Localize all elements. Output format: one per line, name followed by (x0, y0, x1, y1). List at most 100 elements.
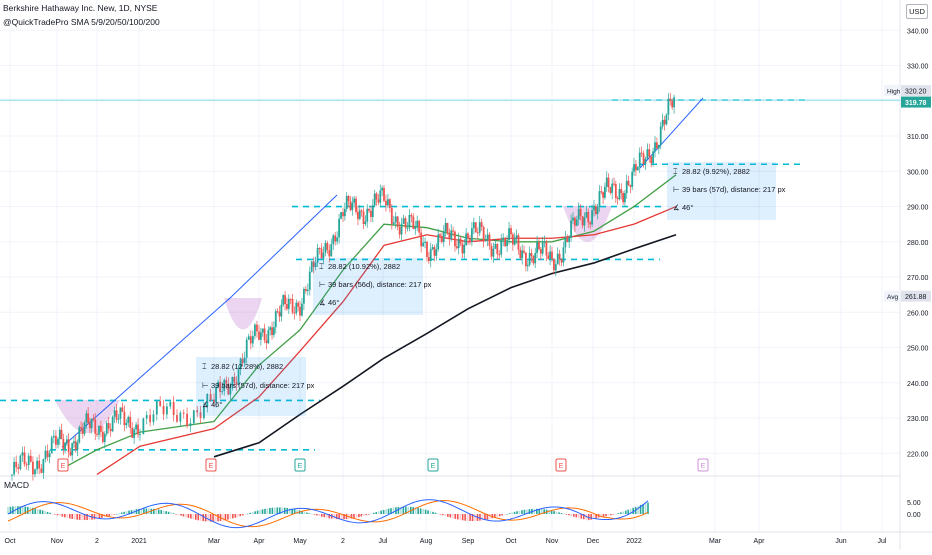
candle-body (600, 191, 603, 193)
macd-histogram-bar (73, 514, 76, 520)
candle-body (105, 423, 108, 434)
candle-body (441, 235, 443, 242)
macd-histogram-bar (471, 514, 474, 522)
price-tag-badge-label: High (887, 89, 901, 96)
candle-body (133, 429, 136, 438)
candle-body (137, 424, 139, 435)
candle-body (422, 242, 424, 247)
candle-body (388, 199, 391, 209)
candle-body (640, 152, 643, 154)
candle-body (661, 119, 664, 127)
candle-body (521, 250, 524, 259)
candle-body (444, 223, 447, 232)
measure-box[interactable]: ⌶ 28.82 (10.92%), 2882 ⊢ 39 bars (56d), di… (313, 258, 431, 315)
earnings-marker[interactable] (57, 458, 69, 472)
angle-icon: ∡ (673, 203, 680, 212)
macd-histogram-bar (432, 511, 434, 514)
macd-histogram-bar (424, 509, 427, 514)
candle-body (119, 407, 122, 419)
macd-tick-label: 0.00 (907, 512, 921, 519)
candle-body (494, 244, 497, 249)
candle-body (392, 222, 395, 224)
earnings-marker[interactable] (697, 458, 709, 472)
candle-body (358, 210, 361, 219)
macd-histogram-bar (521, 510, 523, 514)
candle-body (107, 423, 110, 429)
candle-body (273, 327, 275, 335)
macd-histogram-bar (261, 509, 264, 514)
macd-histogram-bar (286, 507, 289, 514)
candle-body (297, 302, 300, 307)
candle-body (627, 180, 630, 186)
time-tick-label: Mar (709, 538, 722, 545)
candle-body (435, 249, 438, 256)
candle-body (38, 460, 41, 469)
macd-histogram-bar (83, 514, 86, 521)
macd-histogram-bar (170, 512, 172, 514)
earnings-marker[interactable] (205, 458, 217, 472)
candle-body (71, 443, 74, 456)
candle-body (349, 201, 352, 211)
macd-histogram-bar (160, 510, 163, 514)
macd-histogram-bar (165, 511, 167, 514)
macd-histogram-bar (44, 511, 46, 514)
candle-body (219, 381, 222, 393)
candle-body (657, 144, 660, 149)
candle-body (269, 327, 272, 331)
candle-body (215, 387, 217, 403)
candle-body (131, 427, 134, 438)
macd-histogram-bar (558, 512, 560, 514)
candle-body (534, 252, 537, 264)
macd-histogram-bar (568, 514, 570, 516)
earnings-marker[interactable] (294, 458, 306, 472)
macd-histogram-bar (526, 509, 528, 514)
candle-body (259, 332, 262, 340)
macd-histogram-bar (232, 514, 234, 519)
macd-histogram-bar (222, 514, 224, 521)
earnings-marker[interactable] (427, 458, 439, 472)
measure-box[interactable]: ⌶ 28.82 (9.92%), 2882 ⊢ 39 bars (57d), dis… (667, 162, 785, 220)
candle-body (199, 412, 202, 419)
measure-range: 28.82 (10.92%), 2882 (328, 262, 401, 271)
macd-histogram-bar (629, 508, 632, 514)
macd-histogram-bar (323, 514, 326, 518)
trend-line[interactable] (227, 194, 338, 301)
macd-histogram-bar (190, 514, 192, 519)
price-tag (901, 290, 931, 302)
macd-histogram-bar (194, 514, 197, 520)
candle-body (249, 336, 252, 344)
macd-histogram-bar (553, 511, 555, 514)
macd-histogram-bar (239, 514, 242, 517)
macd-histogram-bar (51, 513, 54, 515)
candle-body (223, 379, 226, 392)
measure-box[interactable]: ⌶ 28.82 (12.28%), 2882 ⊢ 39 bars (57d), di… (196, 357, 314, 416)
candle-body (472, 222, 475, 229)
earnings-marker[interactable] (555, 458, 567, 472)
candle-body (398, 226, 401, 235)
candle-body (111, 416, 114, 432)
candle-body (243, 357, 246, 364)
macd-histogram-bar (392, 507, 395, 514)
macd-histogram-bar (41, 510, 44, 514)
macd-histogram-bar (620, 512, 622, 514)
candle-body (613, 183, 615, 185)
trend-line[interactable] (639, 97, 704, 169)
earnings-marker-label: E (61, 463, 66, 470)
candle-body (611, 183, 614, 193)
moving-average-line (213, 233, 677, 458)
price-tag-value: 320.20 (905, 89, 927, 96)
currency-button[interactable]: USD (906, 4, 928, 19)
macd-histogram-bar (422, 508, 424, 514)
candle-body (225, 379, 228, 384)
candle-body (241, 358, 244, 364)
candle-body (394, 216, 397, 223)
price-tick-label: 280.00 (907, 240, 929, 247)
macd-histogram-bar (291, 508, 293, 514)
candle-body (387, 199, 389, 206)
macd-histogram-bar (185, 514, 187, 518)
macd-histogram-bar (59, 514, 61, 516)
macd-histogram-bar (518, 510, 521, 514)
candle-body (155, 401, 158, 415)
